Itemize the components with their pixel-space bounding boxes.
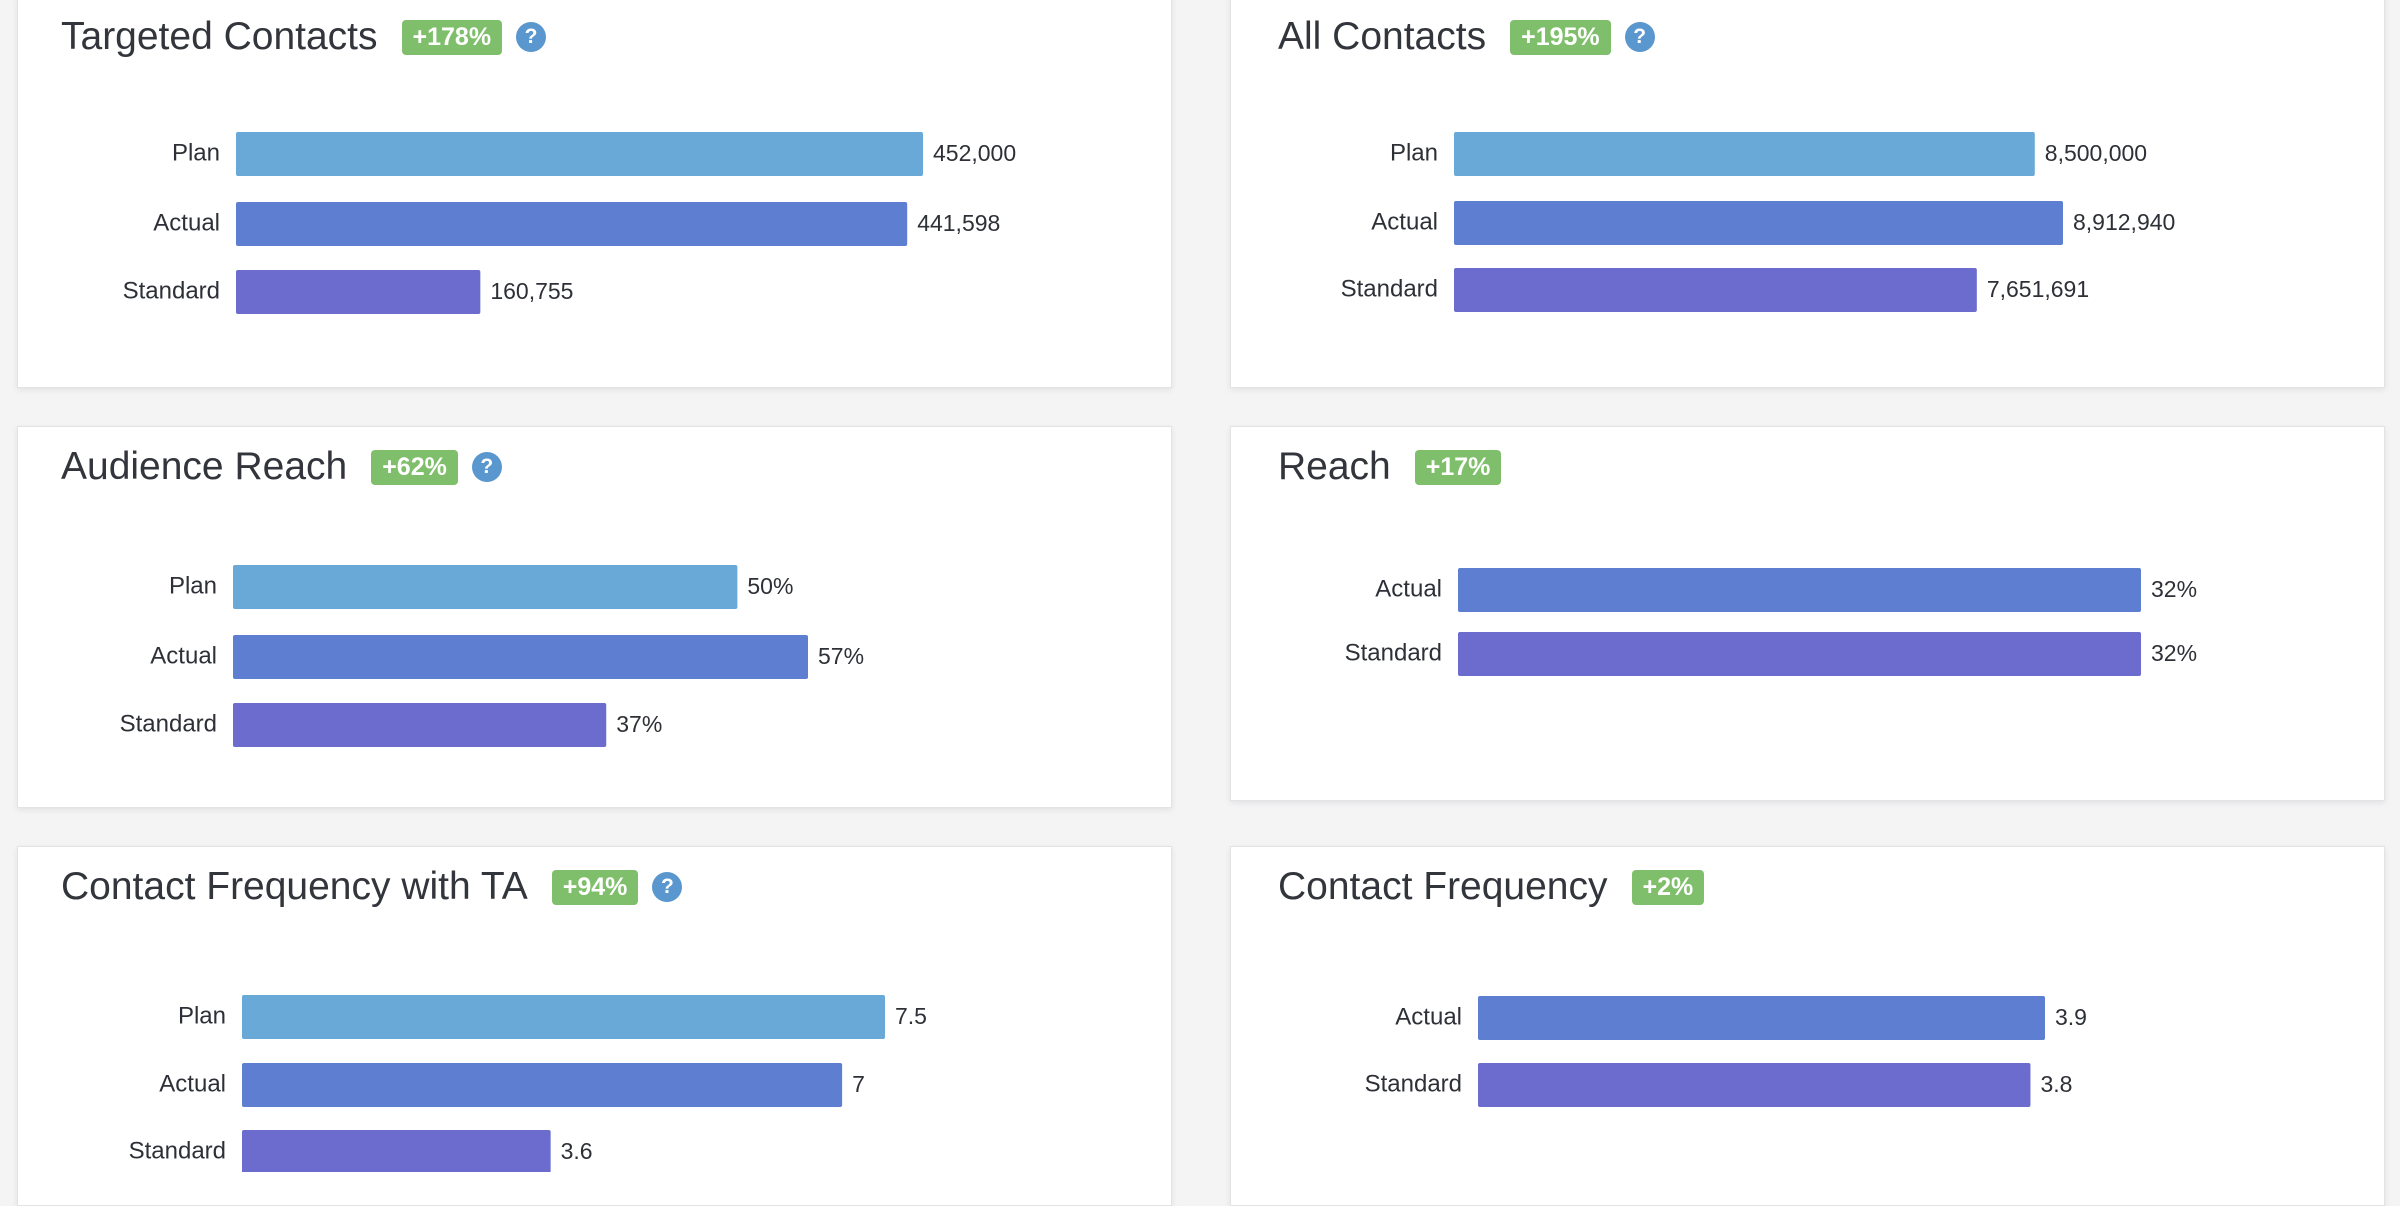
contact-frequency-with-ta-header: Contact Frequency with TA +94%? bbox=[61, 847, 683, 927]
targeted-contacts-header: Targeted Contacts +178%? bbox=[61, 0, 547, 77]
audience-reach-card: Audience Reach +62%? bbox=[17, 426, 1172, 808]
reach-card: Reach +17% bbox=[1230, 426, 2385, 801]
contact-frequency-card: Contact Frequency +2% bbox=[1230, 846, 2385, 1206]
question-mark-icon[interactable]: ? bbox=[652, 872, 683, 902]
targeted-contacts-card: Targeted Contacts +178%? bbox=[17, 0, 1172, 388]
contact-frequency-with-ta-card: Contact Frequency with TA +94%? bbox=[17, 846, 1172, 1206]
card-title: Targeted Contacts bbox=[61, 15, 378, 58]
card-title: All Contacts bbox=[1278, 15, 1487, 58]
all-contacts-header: All Contacts +195%? bbox=[1278, 0, 1655, 77]
question-mark-icon[interactable]: ? bbox=[1624, 22, 1655, 52]
question-mark-icon[interactable]: ? bbox=[471, 452, 502, 482]
change-badge: +17% bbox=[1414, 449, 1502, 485]
audience-reach-header: Audience Reach +62%? bbox=[61, 427, 502, 507]
card-title: Reach bbox=[1278, 445, 1391, 488]
change-badge: +62% bbox=[371, 449, 458, 485]
change-badge: +2% bbox=[1631, 869, 1705, 905]
contact-frequency-header: Contact Frequency +2% bbox=[1278, 847, 1705, 927]
card-title: Audience Reach bbox=[61, 445, 348, 488]
all-contacts-card: All Contacts +195%? bbox=[1230, 0, 2385, 388]
change-badge: +178% bbox=[401, 19, 503, 55]
question-mark-icon[interactable]: ? bbox=[516, 22, 547, 52]
change-badge: +195% bbox=[1510, 19, 1611, 55]
card-title: Contact Frequency bbox=[1278, 865, 1608, 908]
change-badge: +94% bbox=[551, 869, 639, 905]
card-title: Contact Frequency with TA bbox=[61, 865, 528, 908]
reach-header: Reach +17% bbox=[1278, 427, 1502, 507]
